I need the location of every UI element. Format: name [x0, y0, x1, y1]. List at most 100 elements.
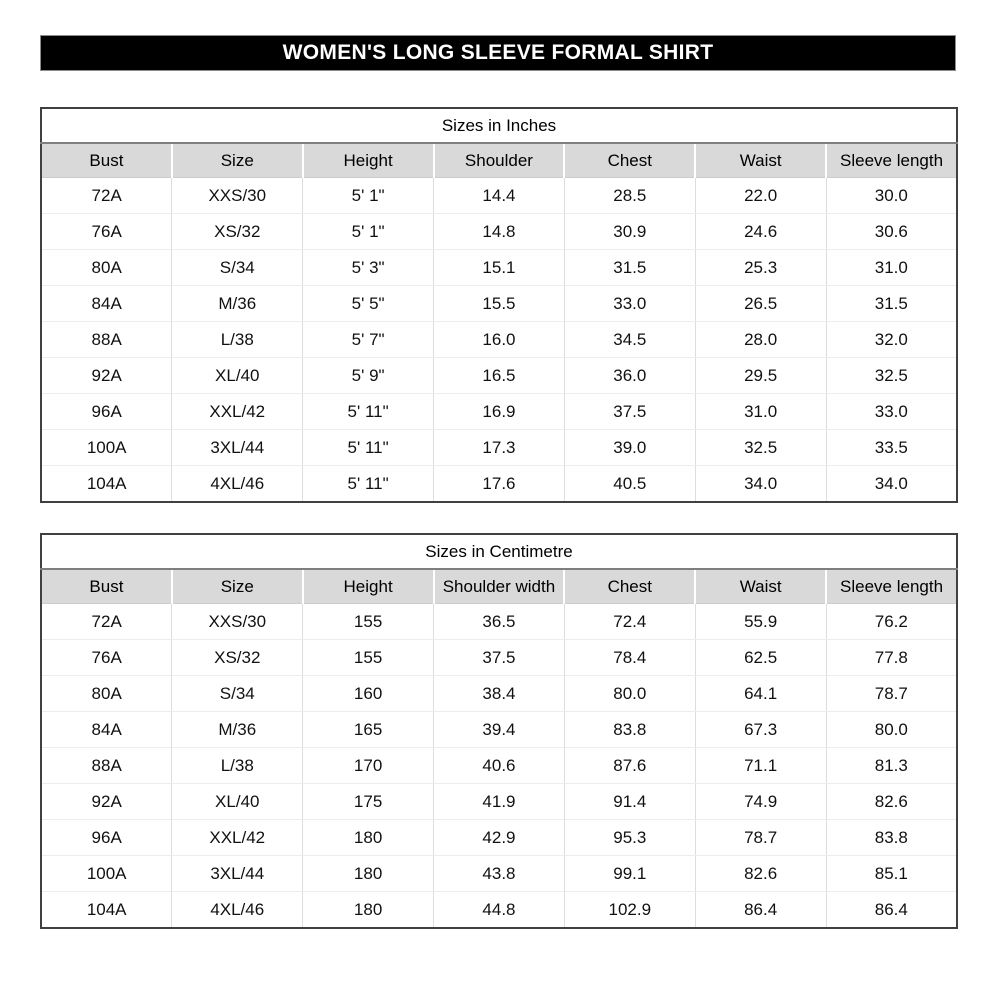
- table-cell: 5' 3": [302, 249, 435, 286]
- column-header: Chest: [564, 143, 697, 178]
- table-cell: 88A: [41, 747, 173, 784]
- table-cell: 32.5: [695, 429, 827, 466]
- inches-size-table-section: Sizes in Inches Bust Size Height Shoulder Che…: [40, 107, 958, 503]
- table-cell: 81.3: [826, 747, 957, 784]
- table-cell: 5' 7": [302, 321, 435, 358]
- table-cell: 31.0: [826, 249, 957, 286]
- header-row: Bust Size Height Shoulder Chest Waist Sleeve l…: [41, 143, 957, 178]
- table-cell: 77.8: [826, 639, 957, 676]
- table-cell: XXS/30: [171, 603, 304, 640]
- table-row: 92A XL/40 5' 9" 16.5 36.0 29.5 32.5: [41, 357, 957, 394]
- table-cell: 84A: [41, 285, 173, 322]
- table-cell: 28.0: [695, 321, 827, 358]
- table-cell: 82.6: [826, 783, 957, 820]
- table-cell: 33.0: [564, 285, 696, 322]
- table-cell: 80A: [41, 675, 173, 712]
- page-title: WOMEN'S LONG SLEEVE FORMAL SHIRT: [282, 41, 714, 64]
- table-row: 100A 3XL/44 5' 11" 17.3 39.0 32.5 33.5: [41, 429, 957, 466]
- table-cell: 3XL/44: [171, 855, 304, 892]
- table-cell: 17.3: [433, 429, 565, 466]
- table-cell: 85.1: [826, 855, 957, 892]
- column-header: Bust: [41, 569, 173, 604]
- table-cell: 36.0: [564, 357, 696, 394]
- page-title-banner: WOMEN'S LONG SLEEVE FORMAL SHIRT: [40, 35, 956, 71]
- table-cell: 180: [302, 891, 435, 928]
- table-cell: 31.0: [695, 393, 827, 430]
- table-row: 80A S/34 160 38.4 80.0 64.1 78.7: [41, 675, 957, 712]
- table-cell: L/38: [171, 321, 304, 358]
- table-cell: 26.5: [695, 285, 827, 322]
- table-cell: XL/40: [171, 357, 304, 394]
- table-cell: 5' 9": [302, 357, 435, 394]
- table-cell: 76A: [41, 213, 173, 250]
- table-cell: 4XL/46: [171, 465, 304, 502]
- centimetre-size-table: Sizes in Centimetre Bust Size Height Shoulde…: [40, 533, 958, 929]
- table-cell: 87.6: [564, 747, 696, 784]
- table-cell: 95.3: [564, 819, 696, 856]
- table-cell: 38.4: [433, 675, 565, 712]
- table-cell: M/36: [171, 285, 304, 322]
- column-header: Chest: [564, 569, 697, 604]
- table-cell: 104A: [41, 465, 173, 502]
- table-row: 76A XS/32 155 37.5 78.4 62.5 77.8: [41, 639, 957, 676]
- table-cell: 67.3: [695, 711, 827, 748]
- table-cell: 82.6: [695, 855, 827, 892]
- table-cell: 14.4: [433, 177, 565, 214]
- table-cell: M/36: [171, 711, 304, 748]
- table-cell: 102.9: [564, 891, 696, 928]
- table-title-row: Sizes in Centimetre: [41, 534, 957, 570]
- table-cell: S/34: [171, 249, 304, 286]
- table-cell: 41.9: [433, 783, 565, 820]
- table-cell: 22.0: [695, 177, 827, 214]
- table-title: Sizes in Inches: [41, 108, 957, 144]
- table-cell: 76A: [41, 639, 173, 676]
- table-cell: 88A: [41, 321, 173, 358]
- table-cell: 99.1: [564, 855, 696, 892]
- table-cell: 170: [302, 747, 435, 784]
- table-cell: 83.8: [564, 711, 696, 748]
- table-cell: 43.8: [433, 855, 565, 892]
- table-cell: 180: [302, 819, 435, 856]
- table-cell: 5' 1": [302, 213, 435, 250]
- table-cell: 165: [302, 711, 435, 748]
- table-row: 96A XXL/42 5' 11" 16.9 37.5 31.0 33.0: [41, 393, 957, 430]
- table-cell: 62.5: [695, 639, 827, 676]
- table-cell: 155: [302, 639, 435, 676]
- table-cell: XL/40: [171, 783, 304, 820]
- table-cell: 31.5: [826, 285, 957, 322]
- table-cell: 91.4: [564, 783, 696, 820]
- table-cell: 78.4: [564, 639, 696, 676]
- column-header: Bust: [41, 143, 173, 178]
- column-header: Size: [171, 569, 304, 604]
- table-cell: 16.9: [433, 393, 565, 430]
- column-header: Height: [302, 143, 435, 178]
- table-cell: 175: [302, 783, 435, 820]
- table-cell: 180: [302, 855, 435, 892]
- table-cell: S/34: [171, 675, 304, 712]
- header-row: Bust Size Height Shoulder width Chest Waist Sl…: [41, 569, 957, 604]
- table-cell: 39.4: [433, 711, 565, 748]
- table-row: 100A 3XL/44 180 43.8 99.1 82.6 85.1: [41, 855, 957, 892]
- table-cell: 5' 11": [302, 465, 435, 502]
- table-cell: 160: [302, 675, 435, 712]
- table-row: 96A XXL/42 180 42.9 95.3 78.7 83.8: [41, 819, 957, 856]
- table-cell: 80A: [41, 249, 173, 286]
- table-cell: 92A: [41, 357, 173, 394]
- table-cell: 32.5: [826, 357, 957, 394]
- table-cell: 28.5: [564, 177, 696, 214]
- table-cell: XXL/42: [171, 819, 304, 856]
- table-cell: XXS/30: [171, 177, 304, 214]
- table-row: 72A XXS/30 5' 1" 14.4 28.5 22.0 30.0: [41, 177, 957, 214]
- table-cell: 92A: [41, 783, 173, 820]
- table-cell: 5' 11": [302, 393, 435, 430]
- table-title: Sizes in Centimetre: [41, 534, 957, 570]
- table-cell: XS/32: [171, 213, 304, 250]
- table-cell: 80.0: [826, 711, 957, 748]
- table-cell: 86.4: [695, 891, 827, 928]
- table-cell: 40.5: [564, 465, 696, 502]
- table-cell: XXL/42: [171, 393, 304, 430]
- table-cell: 39.0: [564, 429, 696, 466]
- column-header: Waist: [695, 569, 828, 604]
- table-cell: 96A: [41, 393, 173, 430]
- table-row: 88A L/38 5' 7" 16.0 34.5 28.0 32.0: [41, 321, 957, 358]
